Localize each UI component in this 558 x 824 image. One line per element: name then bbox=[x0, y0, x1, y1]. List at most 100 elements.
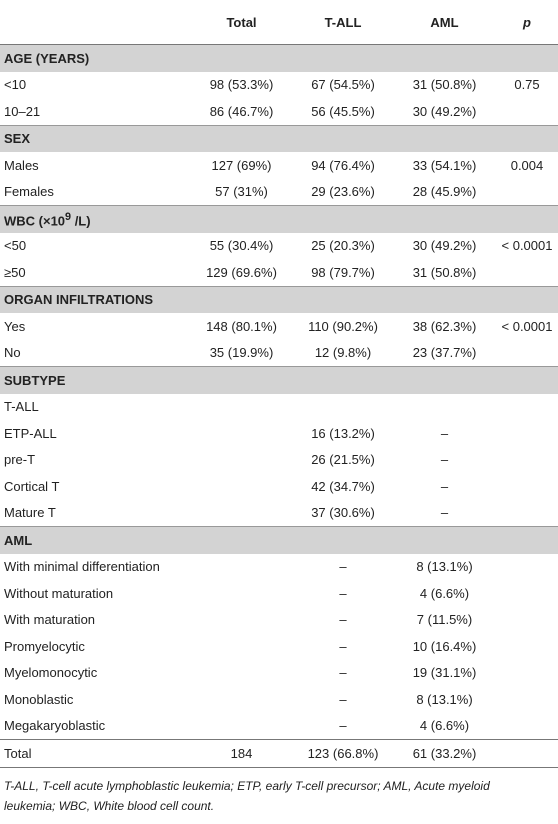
section-row: WBC (×109 /L) bbox=[0, 205, 558, 233]
cell: 4 (6.6%) bbox=[393, 580, 496, 607]
cell: With maturation bbox=[0, 607, 190, 634]
cell-text: <50 bbox=[4, 238, 27, 254]
footnote: T-ALL, T-cell acute lymphoblastic leukem… bbox=[4, 778, 490, 813]
cell: 26 (21.5%) bbox=[293, 447, 393, 474]
cell bbox=[190, 660, 293, 687]
cell-text: Monoblastic bbox=[4, 691, 74, 707]
cell bbox=[496, 473, 558, 500]
cell-text: 8 (13.1%) bbox=[416, 691, 473, 707]
cell: 7 (11.5%) bbox=[393, 607, 496, 634]
cell-text: 28 (45.9%) bbox=[412, 184, 477, 200]
cell-text: Megakaryoblastic bbox=[4, 718, 106, 734]
cell-text: 10–21 bbox=[4, 103, 41, 119]
cell bbox=[496, 686, 558, 713]
data-row: ≥50 129 (69.6%) 98 (79.7%) 31 (50.8%) bbox=[0, 259, 558, 286]
cell: <10 bbox=[0, 72, 190, 99]
cell-text: – bbox=[339, 665, 347, 681]
cell-text: 8 (13.1%) bbox=[416, 559, 473, 575]
cell: T-ALL bbox=[0, 394, 190, 421]
section-title-text: AGE (YEARS) bbox=[4, 50, 90, 66]
cell bbox=[190, 473, 293, 500]
cell: 31 (50.8%) bbox=[393, 72, 496, 99]
cell: Mature T bbox=[0, 500, 190, 527]
cell-text: – bbox=[440, 505, 449, 521]
cell: 127 (69%) bbox=[190, 152, 293, 179]
cell-text: – bbox=[339, 638, 347, 654]
cell: Males bbox=[0, 152, 190, 179]
cell-text: – bbox=[440, 425, 449, 441]
cell bbox=[393, 394, 496, 421]
cell: – bbox=[293, 633, 393, 660]
data-row: Yes 148 (80.1%) 110 (90.2%) 38 (62.3%) < 0.0… bbox=[0, 313, 558, 340]
total-row: Total 184 123 (66.8%) 61 (33.2%) bbox=[0, 739, 558, 768]
cell-text: – bbox=[339, 585, 347, 601]
section-row: ORGAN INFILTRATIONS bbox=[0, 285, 558, 313]
cell-text: 23 (37.7%) bbox=[412, 345, 477, 361]
cell: 55 (30.4%) bbox=[190, 233, 293, 260]
cell-text: Males bbox=[4, 157, 39, 173]
header-row: Total T-ALL AML p bbox=[0, 0, 558, 45]
cell bbox=[496, 420, 558, 447]
cell: ≥50 bbox=[0, 259, 190, 286]
cell-text: – bbox=[440, 452, 449, 468]
cell: 4 (6.6%) bbox=[393, 713, 496, 740]
data-row: <10 98 (53.3%) 67 (54.5%) 31 (50.8%) 0.75 bbox=[0, 72, 558, 99]
cell-text: – bbox=[339, 559, 347, 575]
cell: < 0.0001 bbox=[496, 313, 558, 340]
data-row: pre-T 26 (21.5%) – bbox=[0, 447, 558, 474]
data-row: With maturation – 7 (11.5%) bbox=[0, 607, 558, 634]
cell-text: 26 (21.5%) bbox=[311, 452, 375, 468]
cell-text: Promyelocytic bbox=[4, 638, 85, 654]
cell: – bbox=[393, 473, 496, 500]
header-text: AML bbox=[430, 14, 459, 30]
cell-text: 0.004 bbox=[510, 157, 544, 173]
cell-text: Yes bbox=[4, 318, 26, 334]
cell: Promyelocytic bbox=[0, 633, 190, 660]
cell bbox=[496, 179, 558, 206]
cell bbox=[190, 686, 293, 713]
cell bbox=[190, 394, 293, 421]
cell-text: 33 (54.1%) bbox=[412, 157, 477, 173]
cell-text: 127 (69%) bbox=[211, 157, 272, 173]
cell: – bbox=[293, 686, 393, 713]
cell: – bbox=[293, 554, 393, 581]
data-row: Without maturation – 4 (6.6%) bbox=[0, 580, 558, 607]
cell-text: 16 (13.2%) bbox=[311, 425, 375, 441]
cell-text: 12 (9.8%) bbox=[314, 345, 372, 361]
data-row: T-ALL bbox=[0, 394, 558, 421]
cell-text: With maturation bbox=[4, 612, 96, 628]
cell: – bbox=[293, 607, 393, 634]
section-title-text: SUBTYPE bbox=[4, 372, 66, 388]
cell-text: < 0.0001 bbox=[501, 238, 553, 254]
cell: 30 (49.2%) bbox=[393, 98, 496, 125]
cell bbox=[496, 500, 558, 527]
cell: Myelomonocytic bbox=[0, 660, 190, 687]
cell-text: 19 (31.1%) bbox=[412, 665, 477, 681]
cell: 35 (19.9%) bbox=[190, 340, 293, 367]
cell: – bbox=[293, 660, 393, 687]
cell-text: 37 (30.6%) bbox=[311, 505, 375, 521]
cell-text: With minimal differentiation bbox=[4, 559, 160, 575]
cell: < 0.0001 bbox=[496, 233, 558, 260]
cell-text: <10 bbox=[4, 77, 27, 93]
cell-text: 29 (23.6%) bbox=[311, 184, 375, 200]
section-title-text: ORGAN INFILTRATIONS bbox=[4, 292, 154, 308]
cell: 23 (37.7%) bbox=[393, 340, 496, 367]
cell-text: 110 (90.2%) bbox=[308, 318, 378, 334]
cell: – bbox=[393, 420, 496, 447]
data-row: ETP-ALL 16 (13.2%) – bbox=[0, 420, 558, 447]
cell: 37 (30.6%) bbox=[293, 500, 393, 527]
cell-text: 56 (45.5%) bbox=[311, 103, 375, 119]
cell: 61 (33.2%) bbox=[393, 739, 496, 768]
cell: Megakaryoblastic bbox=[0, 713, 190, 740]
cell-text: 86 (46.7%) bbox=[209, 103, 274, 119]
cell bbox=[190, 447, 293, 474]
cell-text: 31 (50.8%) bbox=[412, 77, 477, 93]
cell-text: T-ALL bbox=[4, 399, 39, 415]
cell-text: 57 (31%) bbox=[215, 184, 268, 200]
cell-text: 148 (80.1%) bbox=[206, 318, 277, 334]
cell-text: 4 (6.6%) bbox=[419, 585, 470, 601]
cell: – bbox=[393, 447, 496, 474]
cell bbox=[190, 500, 293, 527]
cell-text: 25 (20.3%) bbox=[311, 238, 375, 254]
